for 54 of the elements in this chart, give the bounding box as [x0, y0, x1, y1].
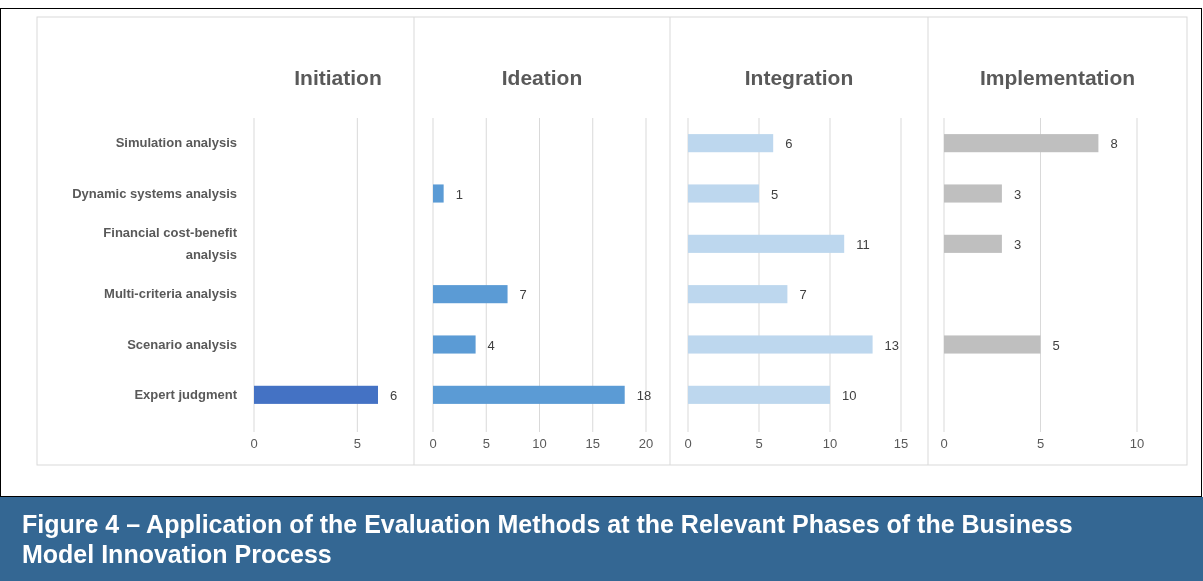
data-label: 6 [785, 136, 793, 152]
data-label: 4 [487, 337, 495, 353]
bar [944, 184, 1002, 203]
x-tick-label: 10 [822, 436, 838, 451]
bar [433, 335, 476, 354]
data-label: 1 [455, 186, 463, 202]
x-tick-label: 0 [684, 436, 692, 451]
bar [688, 385, 830, 404]
y-tick-label: Dynamic systems analysis [72, 185, 237, 201]
x-tick-label: 0 [250, 436, 258, 451]
y-tick-label: Scenario analysis [127, 336, 237, 352]
bar [433, 184, 444, 203]
bar [433, 385, 625, 404]
x-tick-label: 5 [1036, 436, 1045, 451]
data-label: 7 [519, 287, 527, 303]
bar [944, 134, 1099, 153]
bar [688, 234, 845, 253]
chart-title: Initiation [294, 66, 382, 89]
x-tick-label: 20 [638, 436, 654, 451]
data-label: 8 [1110, 136, 1118, 152]
data-label: 7 [799, 287, 807, 303]
data-label: 5 [1052, 337, 1060, 353]
data-label: 5 [771, 186, 779, 202]
x-tick-label: 10 [532, 436, 547, 451]
x-tick-label: 15 [585, 436, 600, 451]
data-label: 10 [842, 387, 857, 403]
y-tick-label: Multi-criteria analysis [104, 286, 237, 302]
bar [688, 184, 759, 203]
data-label: 13 [884, 337, 900, 353]
x-tick-label: 5 [755, 436, 763, 451]
chart-title: Implementation [979, 66, 1136, 89]
data-label: 3 [1013, 236, 1022, 252]
bar [688, 335, 873, 354]
data-label: 6 [390, 387, 398, 403]
bar [688, 134, 774, 153]
data-label: 18 [636, 387, 652, 403]
data-label: 3 [1013, 186, 1022, 202]
chart-title: Integration [744, 66, 854, 89]
y-tick-label: Financial cost-benefit analysis [103, 224, 238, 262]
bar [944, 335, 1041, 354]
x-tick-label: 0 [429, 436, 437, 451]
x-tick-label: 5 [353, 436, 361, 451]
bar [688, 285, 788, 304]
x-tick-label: 10 [1129, 436, 1145, 451]
chart-title: Ideation [501, 66, 583, 89]
data-label: 11 [856, 236, 870, 252]
y-tick-label: Expert judgment [134, 386, 238, 402]
x-tick-label: 15 [893, 436, 909, 451]
bar [433, 285, 508, 304]
y-tick-label: Simulation analysis [115, 135, 237, 151]
x-tick-label: 0 [940, 436, 948, 451]
caption: Figure 4 – Application of the Evaluation Methods at the Relevant Phases of the Business Model Innovation Process [22, 509, 1074, 569]
x-tick-label: 5 [482, 436, 490, 451]
bar [944, 234, 1002, 253]
